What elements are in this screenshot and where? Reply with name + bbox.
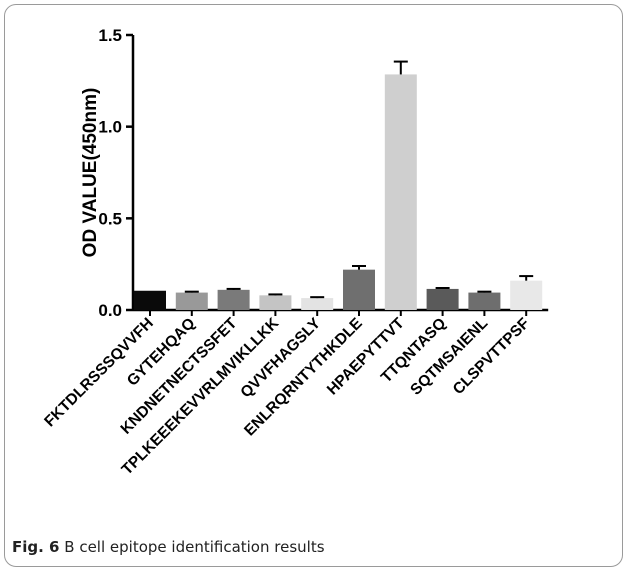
x-tick-label: CLSPVTTPSF (450, 315, 533, 398)
y-axis-label: OD VALUE(450nm) (80, 88, 101, 258)
caption-text: B cell epitope identification results (64, 538, 325, 556)
chart-labels: FKTDLRSSSQVVFHGYTEHQAQKNDNETNECTSSFETTPL… (41, 314, 533, 478)
bar (301, 298, 334, 310)
figure-caption: Fig. 6 B cell epitope identification res… (12, 538, 325, 556)
caption-label: Fig. 6 (12, 538, 60, 556)
chart-axes: 0.0 0.5 1.0 1.5 (98, 26, 549, 320)
bar (259, 295, 292, 310)
bar (343, 269, 375, 310)
y-tick-label: 1.0 (98, 118, 122, 137)
chart-bars (134, 60, 543, 311)
bar (510, 280, 543, 310)
bar (468, 292, 501, 310)
y-tick-label: 0.0 (98, 301, 122, 320)
bar (217, 289, 250, 310)
bar (134, 290, 166, 310)
y-tick-label: 1.5 (98, 26, 122, 45)
bar (175, 292, 208, 310)
bar (426, 288, 459, 310)
bar (384, 74, 417, 311)
y-tick-label: 0.5 (98, 209, 122, 228)
